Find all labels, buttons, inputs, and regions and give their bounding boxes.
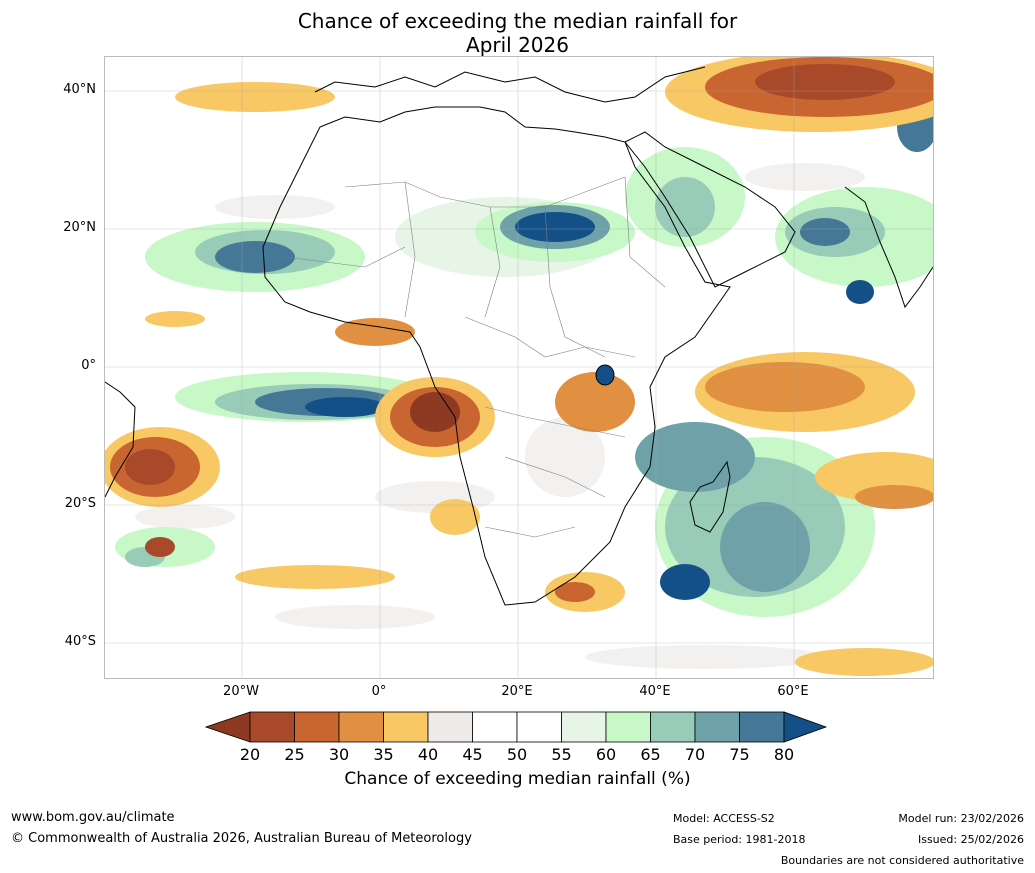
map-canvas bbox=[105, 57, 933, 678]
africa-coastline bbox=[262, 106, 731, 606]
colorbar-tick-label: 65 bbox=[640, 745, 661, 764]
colorbar-tick-label: 30 bbox=[328, 745, 350, 764]
colorbar-swatch bbox=[650, 711, 696, 743]
colorbar-tick-label: 75 bbox=[729, 745, 750, 764]
colorbar-swatch bbox=[249, 711, 295, 743]
colorbar-tick-label: 40 bbox=[417, 745, 439, 764]
colorbar-tick-label: 55 bbox=[551, 745, 572, 764]
colorbar-label: Chance of exceeding median rainfall (%) bbox=[344, 769, 691, 789]
colorbar-swatch bbox=[427, 711, 473, 743]
lat-label-40s: 40°S bbox=[64, 634, 96, 649]
lon-label-0: 0° bbox=[371, 684, 387, 699]
colorbar-swatch bbox=[739, 711, 785, 743]
colorbar-swatches bbox=[205, 711, 828, 743]
issued-date: Issued: 25/02/2026 bbox=[917, 833, 1024, 846]
arabia-coastline bbox=[624, 131, 796, 288]
colorbar-swatch bbox=[694, 711, 740, 743]
country-borders bbox=[284, 176, 666, 538]
colorbar-tick-label: 35 bbox=[373, 745, 394, 764]
title-line-2: April 2026 bbox=[466, 33, 569, 57]
model-name: Model: ACCESS-S2 bbox=[673, 812, 775, 825]
lon-label-20e: 20°E bbox=[501, 684, 533, 699]
base-period: Base period: 1981-2018 bbox=[673, 833, 806, 846]
colorbar bbox=[205, 711, 828, 743]
copyright: © Commonwealth of Australia 2026, Austra… bbox=[11, 831, 472, 846]
title-line-1: Chance of exceeding the median rainfall … bbox=[297, 9, 738, 33]
colorbar-swatch bbox=[472, 711, 518, 743]
website-link[interactable]: www.bom.gov.au/climate bbox=[11, 810, 175, 825]
lon-label-40e: 40°E bbox=[639, 684, 671, 699]
colorbar-tick-label: 80 bbox=[773, 745, 795, 764]
lat-label-20s: 20°S bbox=[64, 496, 96, 511]
rainfall-probability-map bbox=[104, 56, 934, 679]
colorbar-extend-high bbox=[783, 711, 828, 743]
colorbar-swatch bbox=[516, 711, 562, 743]
lat-label-20n: 20°N bbox=[63, 220, 96, 235]
wet-anomalies bbox=[115, 102, 933, 617]
south-america-coastline bbox=[105, 381, 136, 498]
europe-coastline bbox=[314, 66, 706, 103]
colorbar-swatch bbox=[561, 711, 607, 743]
model-run: Model run: 23/02/2026 bbox=[898, 812, 1024, 825]
colorbar-tick-label: 45 bbox=[462, 745, 483, 764]
colorbar-tick-label: 50 bbox=[506, 745, 528, 764]
colorbar-swatch bbox=[605, 711, 651, 743]
chart-title: Chance of exceeding the median rainfall … bbox=[0, 9, 1035, 57]
dry-anomalies bbox=[105, 57, 933, 676]
colorbar-extend-low bbox=[205, 711, 251, 743]
lat-label-0: 0° bbox=[81, 358, 96, 373]
colorbar-swatch bbox=[383, 711, 429, 743]
lake-victoria bbox=[595, 364, 615, 386]
colorbar-tick-label: 25 bbox=[284, 745, 305, 764]
lon-label-20w: 20°W bbox=[223, 684, 259, 699]
lat-label-40n: 40°N bbox=[63, 82, 96, 97]
colorbar-swatch bbox=[294, 711, 340, 743]
colorbar-tick-label: 20 bbox=[239, 745, 261, 764]
colorbar-tick-label: 60 bbox=[595, 745, 617, 764]
graticule bbox=[105, 57, 933, 678]
madagascar-coastline bbox=[689, 460, 731, 533]
india-coastline bbox=[844, 186, 933, 309]
colorbar-tick-label: 70 bbox=[684, 745, 706, 764]
lon-label-60e: 60°E bbox=[777, 684, 809, 699]
colorbar-swatch bbox=[338, 711, 384, 743]
boundary-disclaimer: Boundaries are not considered authoritat… bbox=[780, 854, 1024, 867]
